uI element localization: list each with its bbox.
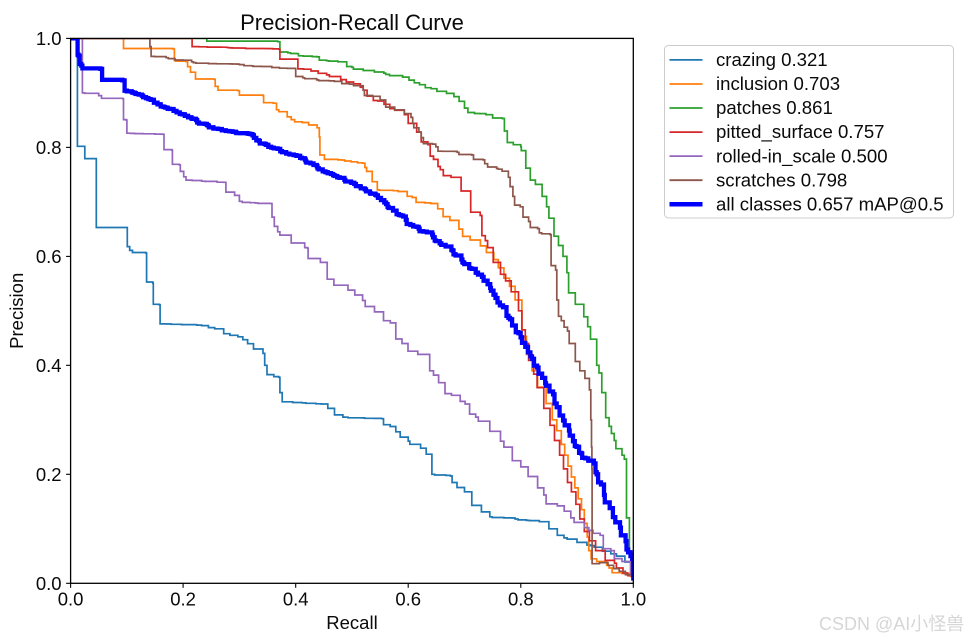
svg-text:scratches 0.798: scratches 0.798 xyxy=(716,169,847,190)
svg-text:0.0: 0.0 xyxy=(58,588,84,609)
svg-text:0.2: 0.2 xyxy=(36,464,62,485)
svg-text:Recall: Recall xyxy=(326,612,377,633)
svg-text:all classes 0.657 mAP@0.5: all classes 0.657 mAP@0.5 xyxy=(716,193,944,214)
svg-text:1.0: 1.0 xyxy=(36,28,62,49)
svg-text:0.4: 0.4 xyxy=(283,588,309,609)
svg-text:rolled-in_scale 0.500: rolled-in_scale 0.500 xyxy=(716,145,888,167)
svg-text:Precision-Recall Curve: Precision-Recall Curve xyxy=(240,10,464,35)
svg-text:0.2: 0.2 xyxy=(170,588,196,609)
svg-text:inclusion 0.703: inclusion 0.703 xyxy=(716,73,840,94)
svg-text:patches 0.861: patches 0.861 xyxy=(716,97,833,118)
svg-text:0.0: 0.0 xyxy=(36,573,62,594)
svg-text:CSDN @AI小怪兽: CSDN @AI小怪兽 xyxy=(819,614,964,634)
svg-text:0.8: 0.8 xyxy=(36,137,62,158)
svg-text:crazing 0.321: crazing 0.321 xyxy=(716,49,828,70)
svg-text:1.0: 1.0 xyxy=(620,588,646,609)
svg-text:Precision: Precision xyxy=(6,273,27,349)
svg-text:0.4: 0.4 xyxy=(36,355,62,376)
svg-text:0.6: 0.6 xyxy=(395,588,421,609)
svg-text:pitted_surface 0.757: pitted_surface 0.757 xyxy=(716,121,885,143)
svg-text:0.8: 0.8 xyxy=(508,588,534,609)
svg-text:0.6: 0.6 xyxy=(36,246,62,267)
